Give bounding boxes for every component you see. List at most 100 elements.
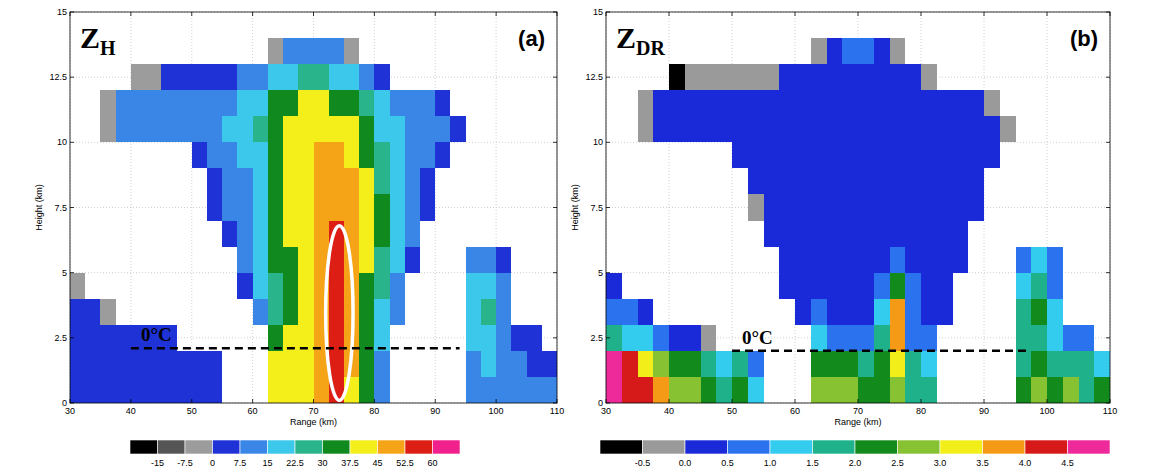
cell xyxy=(858,325,874,351)
cell xyxy=(268,299,283,325)
cell xyxy=(858,221,874,247)
cell xyxy=(842,299,858,325)
cell xyxy=(253,142,268,168)
cell xyxy=(701,90,717,116)
cell xyxy=(921,351,937,377)
colorbar-tick-label: -15 xyxy=(151,458,164,468)
cell xyxy=(890,38,906,64)
cell xyxy=(890,142,906,168)
cell xyxy=(653,90,669,116)
cell xyxy=(283,90,298,116)
colorbar-box xyxy=(240,440,268,454)
cell xyxy=(207,168,222,194)
cell xyxy=(390,299,405,325)
cell xyxy=(374,325,389,351)
cell xyxy=(842,194,858,220)
cell xyxy=(953,247,969,273)
cell xyxy=(858,247,874,273)
colorbar-tick-label: 30 xyxy=(317,458,327,468)
tick xyxy=(606,399,607,403)
cell xyxy=(435,142,450,168)
cell xyxy=(795,64,811,90)
cell xyxy=(253,116,268,142)
cell xyxy=(329,194,344,220)
cell xyxy=(374,116,389,142)
tick xyxy=(1110,399,1111,403)
cell xyxy=(842,273,858,299)
cell xyxy=(968,194,984,220)
cell xyxy=(921,90,937,116)
cell xyxy=(905,299,921,325)
tick xyxy=(1106,12,1110,13)
x-tick-label: 70 xyxy=(308,406,318,416)
cell xyxy=(937,116,953,142)
cell xyxy=(390,168,405,194)
cell xyxy=(1047,377,1063,403)
cell xyxy=(795,168,811,194)
cell xyxy=(842,90,858,116)
cell xyxy=(779,64,795,90)
cell xyxy=(344,64,359,90)
colorbar-tick-label: 60 xyxy=(427,458,437,468)
colorbar-tick-label: -7.5 xyxy=(177,458,193,468)
tick xyxy=(858,399,859,403)
cell xyxy=(748,377,764,403)
cell xyxy=(1016,325,1032,351)
cell xyxy=(298,194,313,220)
cell xyxy=(1031,351,1047,377)
cell xyxy=(1047,273,1063,299)
cell xyxy=(222,64,237,90)
tick xyxy=(1106,142,1110,143)
cell xyxy=(606,377,622,403)
cell xyxy=(653,377,669,403)
tick xyxy=(70,207,74,208)
cell xyxy=(100,351,115,377)
cell xyxy=(890,116,906,142)
cell xyxy=(283,299,298,325)
cell xyxy=(811,351,827,377)
cell xyxy=(874,247,890,273)
y-tick-label: 2.5 xyxy=(590,333,603,343)
cell xyxy=(1016,247,1032,273)
cell xyxy=(85,351,100,377)
x-tick-label: 60 xyxy=(790,406,800,416)
tick xyxy=(1047,399,1048,403)
cell xyxy=(359,299,374,325)
cell xyxy=(100,377,115,403)
cell xyxy=(984,142,1000,168)
cell xyxy=(527,377,542,403)
cell xyxy=(116,351,131,377)
cell xyxy=(1079,377,1095,403)
cell xyxy=(542,351,557,377)
plot-area xyxy=(606,12,1110,403)
cell xyxy=(146,90,161,116)
cell xyxy=(268,325,283,351)
y-tick-label: 0 xyxy=(598,398,603,408)
x-tick-label: 100 xyxy=(1039,406,1054,416)
tick xyxy=(191,399,192,403)
cell xyxy=(827,351,843,377)
cell xyxy=(405,168,420,194)
tick xyxy=(669,12,670,16)
cell xyxy=(811,116,827,142)
cell xyxy=(874,221,890,247)
x-tick-label: 70 xyxy=(853,406,863,416)
tick xyxy=(70,403,74,404)
cell xyxy=(283,38,298,64)
cell xyxy=(827,168,843,194)
tick xyxy=(732,12,733,16)
cell xyxy=(466,351,481,377)
cell xyxy=(481,351,496,377)
cell xyxy=(921,168,937,194)
colorbar-tick-label: 1.0 xyxy=(764,458,777,468)
cell xyxy=(953,116,969,142)
colorbar-tick-label: 2.0 xyxy=(849,458,862,468)
tick xyxy=(70,337,74,338)
cell xyxy=(874,142,890,168)
cell xyxy=(716,90,732,116)
cell xyxy=(359,377,374,403)
cell xyxy=(716,377,732,403)
colorbar-box xyxy=(1025,440,1068,454)
cell xyxy=(237,194,252,220)
cell xyxy=(779,273,795,299)
